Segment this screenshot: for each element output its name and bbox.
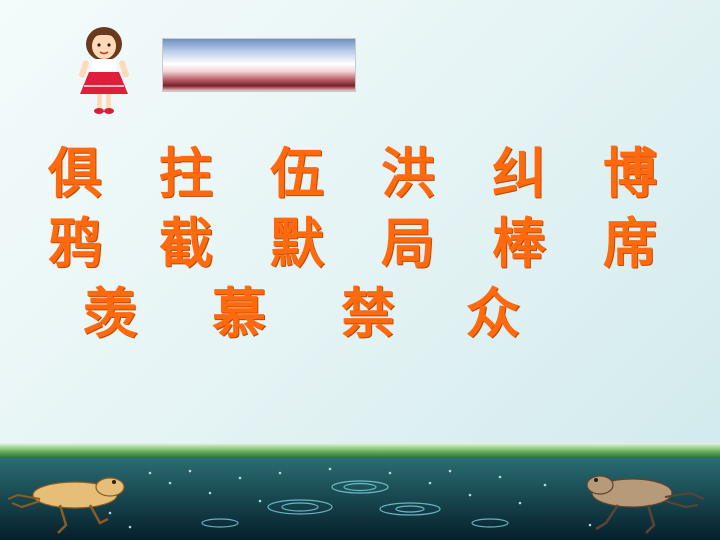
water-ripple-decoration <box>201 480 509 528</box>
character: 伍 <box>270 142 324 205</box>
pond-decoration <box>0 443 720 540</box>
character: 默 <box>270 212 324 275</box>
character: 俱 <box>48 142 102 205</box>
frog-left-illustration <box>7 477 125 534</box>
character-row-1: 俱 拄 伍 洪 纠 博 <box>0 142 720 206</box>
character-row-3: 羡 慕 禁 众 <box>0 282 720 346</box>
character: 鸦 <box>48 212 102 275</box>
gradient-banner <box>162 38 356 92</box>
character: 博 <box>603 142 657 205</box>
character: 羡 <box>83 282 137 345</box>
girl-illustration <box>79 27 129 114</box>
character: 拄 <box>159 142 213 205</box>
character: 席 <box>603 212 657 275</box>
character: 洪 <box>381 142 435 205</box>
frog-right-illustration <box>586 475 705 534</box>
character: 局 <box>381 212 435 275</box>
character: 禁 <box>341 282 395 345</box>
character: 截 <box>159 212 213 275</box>
character: 纠 <box>492 142 546 205</box>
character: 慕 <box>212 282 266 345</box>
character: 棒 <box>492 212 546 275</box>
character: 众 <box>466 282 520 345</box>
character-row-2: 鸦 截 默 局 棒 席 <box>0 212 720 276</box>
